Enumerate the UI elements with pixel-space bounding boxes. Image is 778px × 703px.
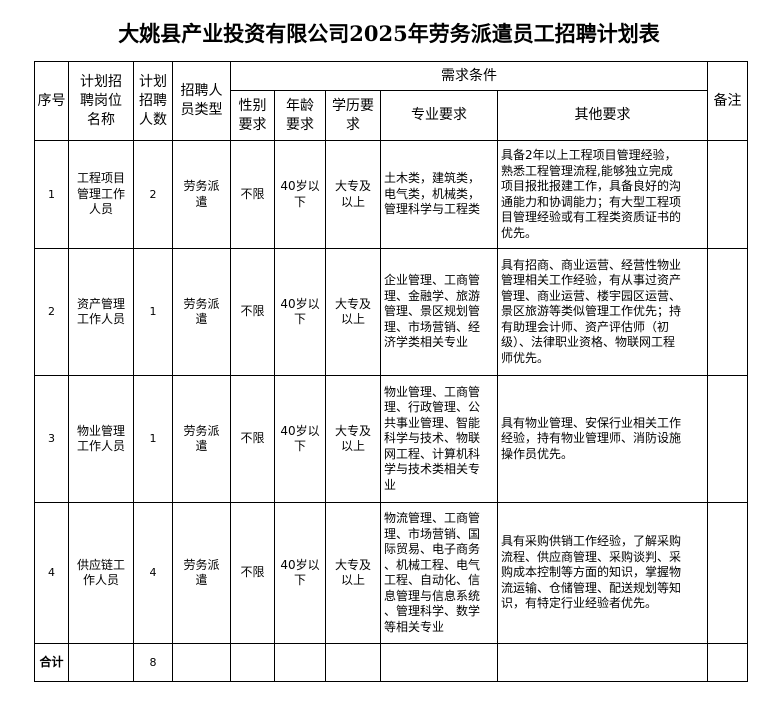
cell-position: 物业管理 工作人员 [68,375,134,503]
total-row: 合计 8 [34,643,748,682]
header-row: 序号 计划招 聘岗位 名称 计划 招聘 人数 招聘人 员类型 需求条件 备注 [34,61,748,141]
cell-remarks [707,140,748,249]
cell-education: 大专及 以上 [325,502,381,644]
cell-major: 土木类，建筑类， 电气类，机械类， 管理科学与工程类 [380,140,498,249]
header-position: 计划招 聘岗位 名称 [68,61,134,141]
cell-seq: 1 [34,140,69,249]
header-seq: 序号 [34,61,69,141]
table-row: 2 资产管理 工作人员 1 劳务派 遣不限 40岁以 下大专及 以上 企业管理、工商管 理… [34,248,748,376]
header-other: 其他要求 [497,90,708,141]
total-empty [380,643,498,682]
cell-position: 资产管理 工作人员 [68,248,134,376]
cell-type: 劳务派 遣 [172,140,231,249]
cell-count: 1 [133,248,173,376]
total-empty [68,643,134,682]
cell-major: 企业管理、工商管 理、金融学、旅游 管理、景区规划管 理、市场营销、经 济学类相… [380,248,498,376]
total-label: 合计 [34,643,69,682]
cell-gender: 不限 [230,140,275,249]
header-education: 学历要 求 [325,90,381,141]
cell-remarks [707,375,748,503]
cell-type: 劳务派 遣 [172,248,231,376]
cell-count: 2 [133,140,173,249]
cell-count: 4 [133,502,173,644]
cell-age: 40岁以 下 [274,502,326,644]
cell-major: 物流管理、工商管 理、市场营销、国 际贸易、电子商务 、机械工程、电气 工程、自… [380,502,498,644]
total-empty [172,643,231,682]
table-row: 3 物业管理 工作人员 1 劳务派 遣不限 40岁以 下大专及 以上 物业管理、工商管 理… [34,375,748,503]
total-empty [707,643,748,682]
cell-age: 40岁以 下 [274,140,326,249]
cell-gender: 不限 [230,502,275,644]
cell-education: 大专及 以上 [325,375,381,503]
header-age: 年龄 要求 [274,90,326,141]
subheader-row: 性别 要求 年龄 要求 学历要 求 专业要求 其他要求 [35,90,748,141]
recruitment-plan-table: 序号 计划招 聘岗位 名称 计划 招聘 人数 招聘人 员类型 需求条件 备注 性… [34,61,748,682]
total-count: 8 [133,643,173,682]
cell-other: 具有招商、商业运营、经营性物业 管理相关工作经验，有从事过资产 管理、商业运营、… [497,248,708,376]
table-row: 4 供应链工 作人员 4 劳务派 遣不限 40岁以 下大专及 以上 物流管理、工商管 理、… [34,502,748,644]
cell-type: 劳务派 遣 [172,502,231,644]
cell-position: 工程项目 管理工作 人员 [68,140,134,249]
cell-education: 大专及 以上 [325,248,381,376]
header-gender: 性别 要求 [230,90,275,141]
cell-position: 供应链工 作人员 [68,502,134,644]
cell-other: 具备2年以上工程项目管理经验， 熟悉工程管理流程,能够独立完成 项目报批报建工作… [497,140,708,249]
header-type: 招聘人 员类型 [172,61,231,141]
cell-count: 1 [133,375,173,503]
cell-major: 物业管理、工商管 理、行政管理、公 共事业管理、智能 科学与技术、物联 网工程、… [380,375,498,503]
cell-other: 具有采购供销工作经验，了解采购 流程、供应商管理、采购谈判、采 购成本控制等方面… [497,502,708,644]
page-title: 大姚县产业投资有限公司2025年劳务派遣员工招聘计划表 [118,21,660,46]
header-remarks: 备注 [707,61,748,141]
cell-type: 劳务派 遣 [172,375,231,503]
header-requirements: 需求条件 [230,61,708,91]
cell-age: 40岁以 下 [274,248,326,376]
cell-age: 40岁以 下 [274,375,326,503]
cell-seq: 3 [34,375,69,503]
cell-gender: 不限 [230,248,275,376]
header-major: 专业要求 [380,90,498,141]
total-empty [497,643,708,682]
cell-education: 大专及 以上 [325,140,381,249]
cell-seq: 2 [34,248,69,376]
total-empty [230,643,275,682]
total-empty [274,643,326,682]
table-row: 1 工程项目 管理工作 人员 2 劳务派 遣不限 40岁以 下大专及 以上 土木类，建筑类… [34,140,748,249]
cell-seq: 4 [34,502,69,644]
cell-remarks [707,502,748,644]
cell-gender: 不限 [230,375,275,503]
header-count: 计划 招聘 人数 [133,61,173,141]
cell-other: 具有物业管理、安保行业相关工作 经验，持有物业管理师、消防设施 操作员优先。 [497,375,708,503]
total-empty [325,643,381,682]
cell-remarks [707,248,748,376]
